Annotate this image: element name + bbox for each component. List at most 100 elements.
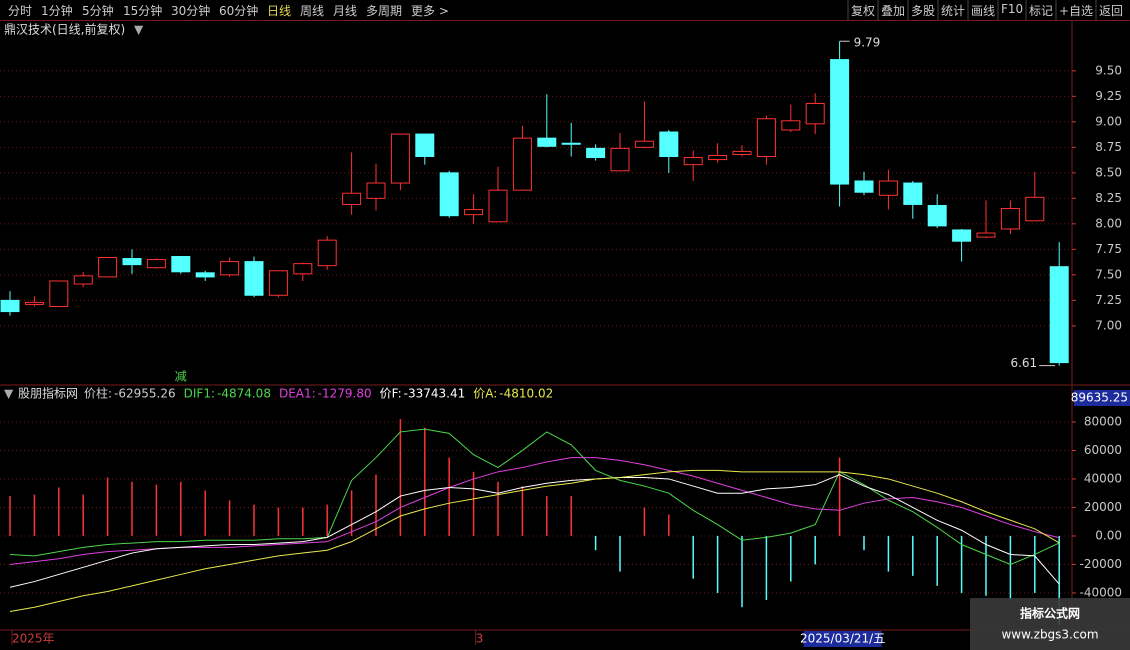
legend-name: 价F: (380, 387, 402, 401)
candle-body (1025, 196, 1045, 222)
dropdown-icon: ▼ (134, 23, 144, 37)
period-tab[interactable]: 日线 (267, 4, 292, 18)
period-tab[interactable]: 更多 > (411, 4, 449, 18)
candle-body (586, 147, 606, 159)
y-tick-label: 80000 (1084, 414, 1122, 428)
candle-body (854, 180, 874, 193)
indicator-line (9, 469, 1060, 612)
signal-label: 减 (175, 370, 187, 384)
candle-body (878, 180, 898, 196)
y-tick-label: 20000 (1084, 500, 1122, 514)
period-tab[interactable]: 1分钟 (41, 4, 73, 18)
candle-body (268, 270, 288, 296)
candle-body (561, 142, 581, 145)
candle-body (366, 182, 386, 199)
candle-body (390, 133, 410, 184)
candle-body (781, 120, 801, 131)
candle-body (927, 204, 947, 227)
cursor-box (803, 631, 882, 647)
indicator-line (9, 474, 1060, 588)
period-tab[interactable]: 月线 (333, 4, 358, 18)
period-tab[interactable]: 5分钟 (82, 4, 114, 18)
y-tick-label: 9.25 (1095, 89, 1122, 103)
period-tab[interactable]: 30分钟 (171, 4, 211, 18)
legend-name: 价A: (473, 387, 497, 401)
panel-icon: ▼ (4, 387, 14, 401)
y-tick-label: 8.25 (1095, 191, 1122, 205)
period-tab[interactable]: 分时 (8, 4, 33, 18)
legend-name: DEA1: (279, 387, 316, 401)
y-tick-label: -40000 (1079, 585, 1122, 599)
candle-body (659, 131, 679, 158)
candle-body (708, 154, 728, 161)
candle-body (195, 272, 215, 278)
candle-body (171, 255, 191, 273)
period-tab[interactable]: 15分钟 (123, 4, 163, 18)
watermark-box (970, 598, 1130, 650)
candle-body (342, 192, 362, 205)
y-tick-label: 8.75 (1095, 140, 1122, 154)
action-button[interactable]: 叠加 (881, 4, 906, 18)
legend-name: 价柱: (84, 386, 112, 401)
candle-body (73, 275, 93, 285)
candle-body (903, 182, 923, 205)
x-tick-label: 2025年 (12, 632, 55, 646)
action-button[interactable]: 返回 (1099, 4, 1124, 18)
legend-value: -62955.26 (114, 387, 176, 401)
candle-body (952, 229, 972, 242)
max-label: 9.79 (854, 36, 881, 50)
candle-body (49, 280, 69, 307)
candle-body (439, 172, 459, 217)
y-tick-label: 9.50 (1095, 63, 1122, 77)
period-tab[interactable]: 多周期 (366, 4, 403, 18)
candle-body (830, 59, 850, 185)
candle-body (488, 189, 508, 223)
action-button[interactable]: 多股 (911, 4, 936, 18)
candle-body (220, 261, 240, 276)
legend-value: -33743.41 (404, 387, 466, 401)
y-tick-label: 9.00 (1095, 114, 1122, 128)
legend-value: -1279.80 (318, 387, 372, 401)
candle-body (244, 261, 264, 296)
indicator-line (9, 428, 1060, 565)
candle-body (293, 263, 313, 275)
candle-body (683, 157, 703, 166)
candle-body (634, 140, 654, 148)
cursor-label: 2025/03/21/五 (800, 632, 885, 646)
top-value-label: 89635.25 (1071, 391, 1128, 405)
candle-body (732, 150, 752, 155)
action-button[interactable]: 统计 (941, 4, 966, 18)
candle-body (0, 299, 20, 313)
candle-body (122, 258, 142, 266)
candle-body (1000, 208, 1020, 230)
min-label: 6.61 (1010, 356, 1037, 370)
y-tick-label: 40000 (1084, 471, 1122, 485)
action-button[interactable]: F10 (1001, 2, 1024, 16)
candle-body (98, 257, 118, 278)
legend-name: DIF1: (184, 387, 215, 401)
candle-body (24, 301, 44, 305)
action-button[interactable]: 标记 (1029, 4, 1054, 18)
action-button[interactable]: 画线 (971, 4, 996, 18)
candle-body (756, 118, 776, 158)
y-tick-label: 7.75 (1095, 242, 1122, 256)
candle-body (146, 259, 166, 269)
y-tick-label: 8.50 (1095, 165, 1122, 179)
toolbar: 分时 1分钟 5分钟 15分钟 30分钟 60分钟 日线 周线 月线 多周期 更多 > 返回 +自选 标记… (0, 0, 1130, 21)
watermark-title: 指标公式网 (1020, 606, 1080, 621)
action-button[interactable]: 复权 (851, 4, 876, 18)
action-button[interactable]: +自选 (1059, 4, 1094, 18)
y-tick-label: 7.00 (1095, 318, 1122, 332)
candle-body (415, 133, 435, 158)
y-tick-label: 8.00 (1095, 216, 1122, 230)
top-value-box (1074, 390, 1130, 406)
candle-body (537, 137, 557, 147)
period-tab[interactable]: 60分钟 (219, 4, 259, 18)
candle-body (512, 137, 532, 191)
period-tab[interactable]: 周线 (300, 4, 325, 18)
x-tick-label: 3 (476, 632, 484, 646)
chart-title: 鼎汉技术(日线,前复权) (4, 22, 125, 37)
y-tick-label: 7.25 (1095, 293, 1122, 307)
y-tick-label: 7.50 (1095, 267, 1122, 281)
